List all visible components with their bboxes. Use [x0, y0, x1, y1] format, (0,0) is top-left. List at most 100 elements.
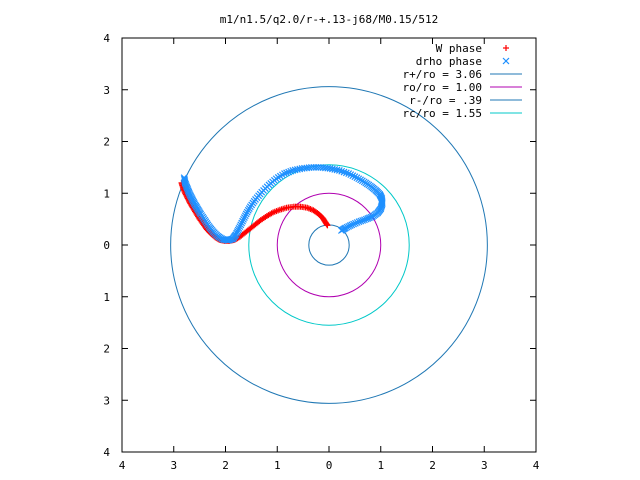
- circle-series: [170, 86, 488, 404]
- drho-phase-point: [355, 218, 363, 226]
- marker-stroke: [298, 164, 306, 172]
- x-tick-label: 3: [481, 459, 488, 472]
- legend-label: drho phase: [416, 55, 482, 68]
- drho-phase-point-interp: [287, 167, 295, 175]
- marker-stroke: [502, 57, 510, 65]
- circle-rc-ro-1-55: [248, 164, 410, 326]
- drho-phase-point: [235, 225, 243, 232]
- y-tick-label: 4: [103, 446, 110, 459]
- marker-stroke: [351, 219, 359, 227]
- y-tick-label: 3: [103, 394, 110, 407]
- marker-stroke: [181, 178, 189, 186]
- marker-stroke: [240, 214, 248, 221]
- drho-phase-point-interp: [342, 169, 350, 177]
- y-tick-label: 2: [103, 136, 110, 149]
- marker-stroke: [338, 167, 346, 175]
- marker-stroke: [357, 217, 365, 225]
- legend-marker: [502, 57, 510, 65]
- drho-phase-point-interp: [353, 219, 361, 226]
- drho-phase-point: [335, 167, 343, 174]
- marker-stroke: [353, 219, 361, 226]
- marker-stroke: [300, 164, 308, 172]
- x-tick-label: 2: [222, 459, 229, 472]
- y-tick-label: 1: [103, 291, 110, 304]
- marker-stroke: [350, 220, 358, 228]
- drho-phase-point-interp: [357, 217, 365, 225]
- marker-stroke: [237, 221, 245, 229]
- drho-phase-point: [281, 170, 288, 178]
- marker-stroke: [180, 175, 188, 183]
- marker-stroke: [289, 167, 297, 174]
- drho-phase-point-interp: [361, 216, 368, 224]
- drho-phase-point-interp: [238, 219, 246, 227]
- x-tick-label: 2: [429, 459, 436, 472]
- x-tick-label: 4: [533, 459, 540, 472]
- drho-phase-point: [239, 217, 247, 225]
- drho-phase-point-interp: [351, 173, 359, 181]
- drho-phase-point-interp: [237, 221, 245, 229]
- drho-phase-point-interp: [240, 215, 247, 223]
- legend-marker: [503, 45, 509, 51]
- point-series: [178, 163, 386, 244]
- circle-ro-ro-1-00: [276, 192, 382, 298]
- drho-phase-point-interp: [347, 171, 355, 179]
- marker-stroke: [337, 227, 345, 234]
- drho-phase-point-interp: [349, 172, 357, 180]
- marker-stroke: [335, 167, 343, 174]
- x-tick-label: 1: [377, 459, 384, 472]
- marker-stroke: [281, 170, 288, 178]
- marker-stroke: [283, 169, 290, 177]
- drho-phase-point-interp: [240, 214, 248, 221]
- w-phase-point: [324, 222, 331, 229]
- marker-stroke: [351, 173, 359, 181]
- drho-phase-point: [362, 215, 370, 223]
- drho-phase-point-interp: [338, 167, 346, 175]
- drho-phase-point-interp: [236, 223, 244, 231]
- marker-stroke: [287, 167, 295, 175]
- drho-phase-point-interp: [351, 219, 359, 227]
- x-tick-label: 0: [326, 459, 333, 472]
- legend-label: rc/ro = 1.55: [403, 107, 482, 120]
- legend-label: r+/ro = 3.06: [403, 68, 482, 81]
- y-tick-label: 0: [103, 239, 110, 252]
- marker-stroke: [340, 168, 348, 176]
- marker-stroke: [180, 174, 188, 182]
- marker-stroke: [236, 223, 244, 231]
- x-tick-label: 4: [119, 459, 126, 472]
- marker-stroke: [238, 219, 246, 227]
- marker-stroke: [296, 165, 304, 173]
- marker-stroke: [235, 225, 243, 232]
- y-tick-label: 4: [103, 32, 110, 45]
- drho-phase-point-interp: [285, 168, 293, 176]
- y-tick-label: 3: [103, 84, 110, 97]
- marker-stroke: [349, 172, 357, 180]
- marker-stroke: [285, 168, 293, 176]
- marker-stroke: [219, 235, 227, 243]
- x-tick-label: 3: [170, 459, 177, 472]
- marker-stroke: [240, 215, 247, 223]
- marker-stroke: [345, 170, 353, 178]
- marker-stroke: [305, 164, 313, 172]
- drho-phase-point: [345, 170, 353, 178]
- legend-label: r-/ro = .39: [409, 94, 482, 107]
- marker-stroke: [181, 176, 189, 184]
- marker-stroke: [361, 216, 368, 224]
- drho-phase-point-interp: [359, 216, 367, 224]
- y-tick-label: 2: [103, 343, 110, 356]
- x-tick-label: 1: [274, 459, 281, 472]
- marker-stroke: [239, 217, 247, 225]
- marker-stroke: [241, 212, 249, 220]
- drho-phase-point-interp: [350, 220, 358, 228]
- marker-stroke: [362, 215, 370, 223]
- marker-stroke: [347, 171, 355, 179]
- marker-stroke: [359, 216, 367, 224]
- chart-title: m1/n1.5/q2.0/r-+.13-j68/M0.15/512: [220, 13, 439, 26]
- drho-phase-point: [337, 227, 345, 234]
- drho-phase-point-interp: [181, 176, 189, 184]
- marker-stroke: [342, 169, 350, 177]
- drho-phase-point-interp: [283, 169, 290, 177]
- drho-phase-point-interp: [241, 212, 249, 220]
